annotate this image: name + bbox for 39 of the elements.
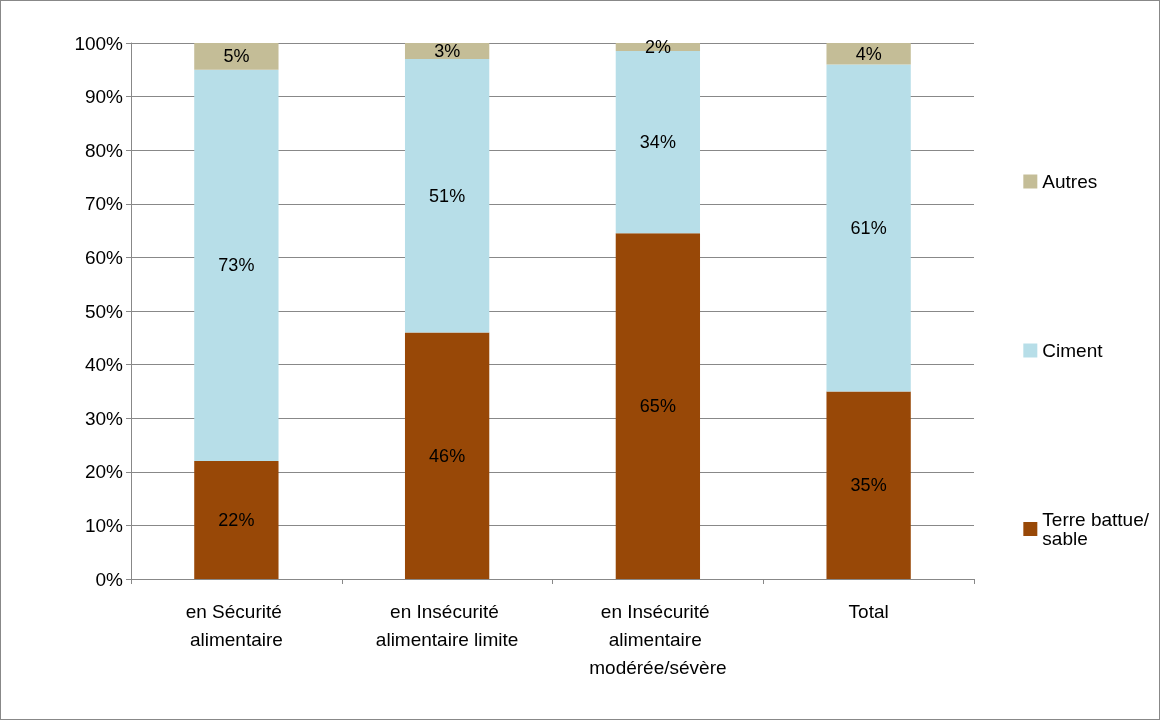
x-tick-label: en Sécurité alimentaire — [185, 600, 288, 650]
data-label: 35% — [850, 475, 887, 496]
y-tick-label: 0% — [95, 568, 124, 590]
bar — [404, 332, 490, 579]
x-tick-label: Total — [848, 600, 889, 622]
data-label: 65% — [639, 396, 676, 417]
data-label: 4% — [855, 43, 882, 64]
y-tick-label: 40% — [84, 354, 124, 376]
y-tick-label: 50% — [84, 300, 124, 322]
data-label: 73% — [218, 255, 255, 276]
y-tick-label: 20% — [84, 461, 124, 483]
y-tick-label: 100% — [74, 32, 124, 54]
x-tick-label: en Insécurité alimentaire limite — [375, 600, 519, 650]
bar — [615, 51, 701, 234]
legend-label: Autres — [1042, 171, 1098, 192]
data-label: 34% — [639, 132, 676, 153]
legend-label: Ciment — [1042, 340, 1104, 361]
y-tick-label: 60% — [84, 246, 124, 268]
bar — [194, 43, 279, 70]
data-label: 22% — [218, 510, 255, 531]
bar — [826, 64, 911, 392]
bar — [404, 59, 490, 333]
bar — [194, 69, 279, 462]
y-tick-label: 30% — [84, 407, 124, 429]
bar — [615, 233, 701, 579]
data-label: 46% — [429, 445, 466, 466]
data-label: 61% — [850, 217, 887, 238]
bar — [826, 391, 911, 579]
x-tick-label: en Insécurité alimentaire modérée/sévère — [589, 600, 727, 678]
bar — [194, 461, 279, 579]
data-label: 5% — [223, 46, 250, 67]
y-tick-label: 80% — [84, 139, 124, 161]
legend-label: Terre battue/sable — [1042, 509, 1150, 549]
y-tick-label: 10% — [84, 514, 124, 536]
data-label: 2% — [644, 37, 671, 58]
data-label: 3% — [434, 41, 461, 62]
y-tick-label: 70% — [84, 193, 124, 215]
data-label: 51% — [429, 185, 466, 206]
y-tick-label: 90% — [84, 86, 124, 108]
